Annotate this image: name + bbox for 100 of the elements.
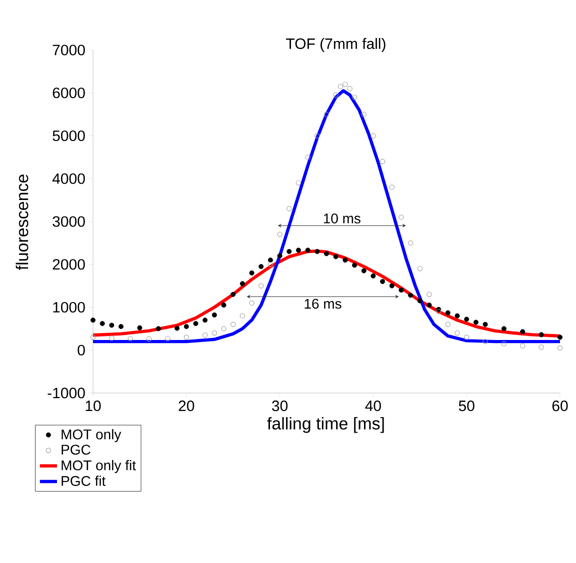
point [100,321,105,326]
point [90,334,96,340]
point [202,318,208,323]
point [361,112,366,117]
point [249,270,254,276]
point [538,344,544,350]
point [501,326,506,332]
y-tick-label: 2000 [52,259,85,270]
point [361,268,366,274]
point [109,336,114,341]
x-tick-label: 10 [86,400,101,412]
x-tick-label: 30 [272,400,288,412]
x-tick-label: 60 [552,400,568,412]
legend-label: PGC fit [62,476,106,486]
point [277,253,282,258]
point [296,248,301,253]
point [128,336,133,342]
point [212,330,218,336]
point [230,322,236,327]
point [445,310,450,316]
y-tick-label: 1000 [53,302,85,313]
point [333,92,338,98]
legend-label: MOT only [62,429,122,442]
point [417,298,422,304]
point [389,283,394,288]
x-tick-label: 40 [365,400,381,412]
point [558,334,562,340]
point [314,133,320,138]
point [520,329,526,334]
point [305,154,310,160]
point [538,332,544,338]
point [184,324,189,330]
point [286,206,292,212]
point [520,343,526,348]
chart-title: TOF (7mm fall) [286,38,386,52]
point [338,84,344,90]
annotation: 10 ms [324,213,360,224]
point [370,133,376,138]
point [277,232,282,237]
point [305,248,310,253]
y-axis-title: fluorescence [16,174,28,270]
point [342,82,348,87]
point [90,318,96,323]
point [426,292,432,297]
point [240,281,245,286]
point [454,313,460,318]
point [202,332,208,338]
point [156,326,161,332]
point [165,336,170,342]
point [268,262,274,267]
point [482,338,488,344]
point [408,292,414,298]
point [398,214,404,220]
point [249,300,254,306]
point [464,334,470,340]
point [109,322,114,328]
point [347,86,352,92]
point [146,336,152,342]
y-tick-label: 5000 [52,130,85,142]
point [342,258,348,263]
point [380,279,386,284]
y-tick-label: 0 [78,344,85,356]
y-tick-label: -1000 [48,388,85,398]
point [398,288,404,293]
y-tick-label: 3000 [52,216,85,227]
point [389,184,394,190]
point [314,249,320,254]
x-tick-label: 50 [458,400,474,412]
point [212,312,217,318]
point [501,341,507,346]
point [473,320,478,325]
point [324,112,330,117]
point [436,308,442,314]
point [268,258,273,263]
point [137,325,142,330]
point [482,322,488,327]
x-axis-title: falling time [ms] [267,417,384,433]
point [445,322,451,327]
legend-label: MOT only fit [62,460,136,474]
y-tick-label: 7000 [52,44,85,56]
point [193,321,198,326]
y-tick-label: 4000 [52,173,85,184]
point [258,264,264,270]
point [324,251,329,256]
point [221,326,226,332]
point [454,330,460,336]
point [230,292,236,297]
point [352,262,358,268]
point [118,324,124,330]
point [464,316,470,322]
legend-label: PGC [62,444,90,455]
point [417,266,422,272]
annotation: 16 ms [304,298,342,309]
point [184,334,189,340]
point [557,345,563,351]
point [352,94,358,100]
point [408,240,414,246]
x-tick-label: 20 [178,400,194,412]
point [174,326,180,331]
point [426,302,432,308]
